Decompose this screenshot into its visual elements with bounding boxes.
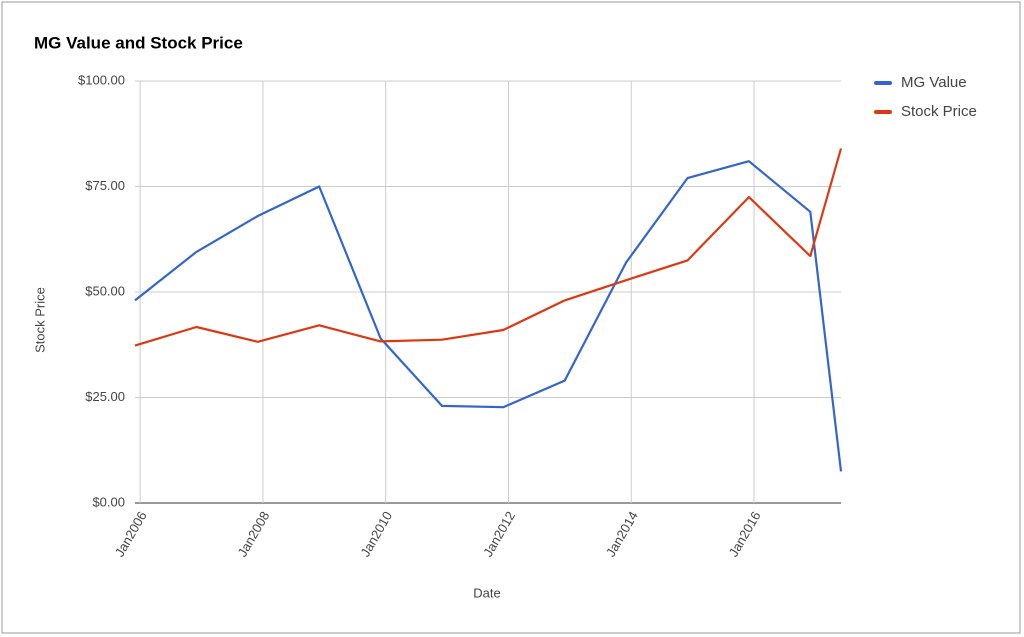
- x-axis-label: Date: [473, 585, 500, 600]
- y-tick-label: $25.00: [85, 389, 125, 404]
- y-tick-label: $100.00: [78, 72, 125, 87]
- y-axis-label: Stock Price: [32, 287, 47, 353]
- y-tick-label: $0.00: [92, 494, 125, 509]
- series-line: [134, 160, 843, 472]
- series-line: [134, 148, 843, 347]
- legend-label: MG Value: [901, 74, 967, 91]
- legend-label: Stock Price: [901, 103, 977, 120]
- y-tick-label: $50.00: [85, 283, 125, 298]
- y-tick-label: $75.00: [85, 178, 125, 193]
- chart-title: MG Value and Stock Price: [34, 33, 243, 52]
